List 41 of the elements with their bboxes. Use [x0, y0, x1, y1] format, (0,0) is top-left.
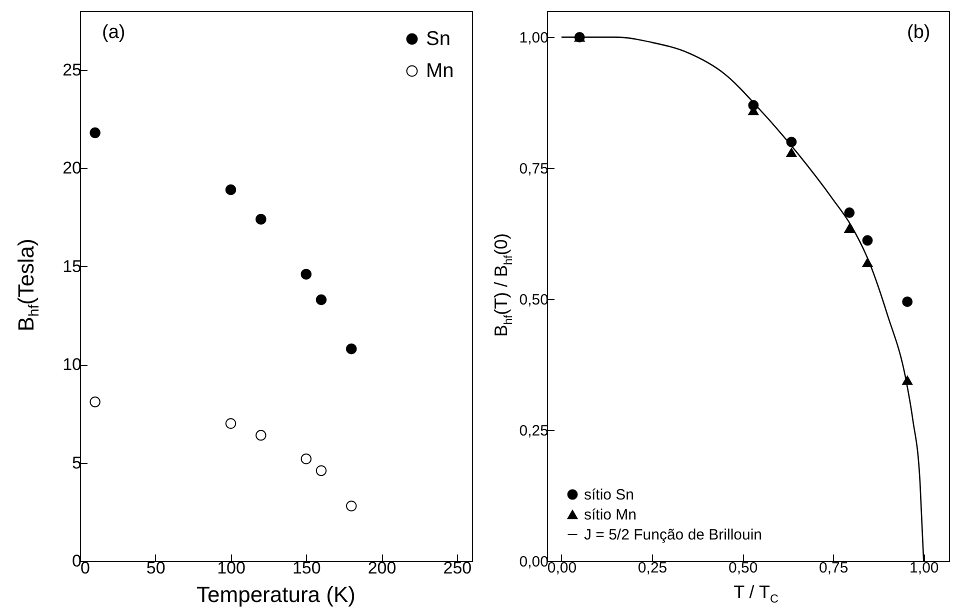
y-tick-label: 25	[62, 60, 82, 80]
x-tick-label: 50	[146, 558, 166, 578]
legend-label: Sn	[426, 28, 450, 50]
x-tick-label: 0,25	[638, 560, 668, 576]
point	[346, 500, 357, 512]
point	[90, 127, 100, 138]
point	[316, 294, 327, 306]
point	[844, 207, 855, 218]
x-tick-label: 100	[217, 558, 246, 578]
x-axis-title: Temperatura (K)	[196, 582, 356, 608]
point	[300, 453, 312, 464]
x-tick-label: 0,00	[547, 560, 577, 576]
x-tick-label: 150	[292, 558, 321, 578]
point	[225, 418, 236, 429]
x-tick-label: 0,75	[819, 560, 848, 576]
point	[862, 235, 873, 246]
point	[300, 268, 312, 280]
point	[844, 224, 855, 233]
point	[902, 296, 913, 307]
x-tick-label: 250	[443, 558, 472, 578]
legend-label: sítio Mn	[584, 506, 637, 524]
point	[316, 465, 327, 476]
annotation: (a)	[102, 22, 126, 44]
y-tick-label: 0,25	[519, 422, 548, 440]
x-tick-label: 200	[368, 558, 396, 578]
point	[346, 343, 357, 354]
annotation: (b)	[907, 22, 930, 44]
x-tick-label: 0,50	[728, 560, 758, 576]
legend-label: J = 5/2 Função de Brillouin	[584, 526, 762, 544]
point	[786, 148, 797, 158]
x-tick-label: 1,00	[910, 560, 939, 576]
point	[256, 214, 266, 225]
y-tick-label: 0,50	[519, 292, 548, 309]
y-tick-label: 0,75	[519, 160, 548, 178]
point	[225, 184, 236, 196]
x-axis-title: T / T$_{C}$	[734, 582, 778, 606]
point	[90, 396, 100, 408]
point	[256, 430, 266, 441]
y-tick-label: 15	[62, 256, 82, 276]
legend-label: sítio Sn	[584, 486, 634, 504]
legend-label: Mn	[426, 60, 454, 82]
